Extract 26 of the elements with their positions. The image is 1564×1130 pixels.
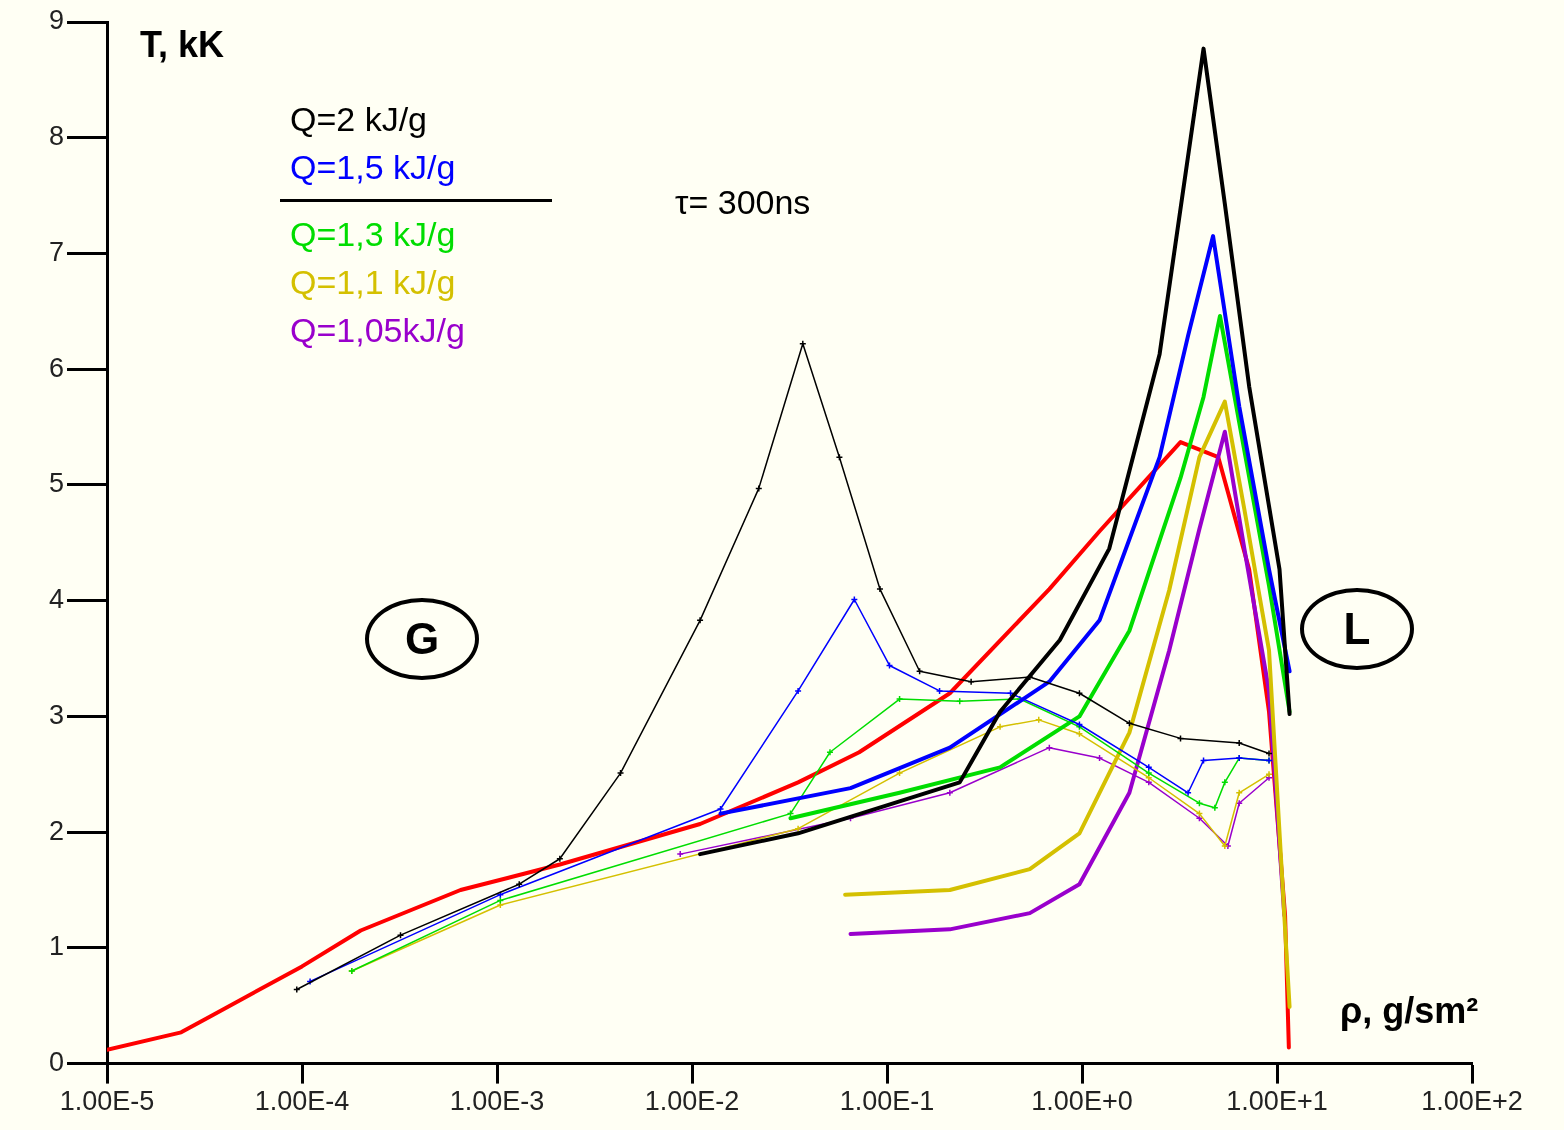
y-tick-label: 1	[48, 931, 65, 962]
x-tick-label: 1.00E+1	[1226, 1086, 1328, 1117]
y-axis-title: T, kK	[140, 24, 225, 66]
x-tick-label: 1.00E-1	[839, 1086, 935, 1117]
text: Q=1,5 kJ/g	[290, 147, 457, 188]
y-tick-label: 5	[48, 468, 65, 499]
x-tick-label: 1.00E-3	[449, 1086, 545, 1117]
y-tick-label: 4	[48, 584, 65, 615]
annotation: τ= 300ns	[675, 183, 811, 222]
y-tick-label: 2	[48, 815, 65, 846]
y-tick-label: 8	[48, 121, 65, 152]
y-tick-label: 9	[48, 5, 65, 36]
text: Q=2 kJ/g	[290, 99, 428, 140]
x-tick-label: 1.00E-4	[254, 1086, 350, 1117]
text: Q=1,05kJ/g	[290, 310, 466, 351]
x-tick-label: 1.00E-2	[644, 1086, 740, 1117]
text: Q=1,3 kJ/g	[290, 214, 457, 255]
y-tick-label: 6	[48, 352, 65, 383]
text: Q=1,1 kJ/g	[290, 262, 457, 303]
x-tick-label: 1.00E+0	[1031, 1086, 1133, 1117]
x-tick-label: 1.00E-5	[59, 1086, 155, 1117]
y-tick-label: 3	[48, 699, 65, 730]
y-tick-label: 0	[48, 1047, 65, 1078]
x-tick-label: 1.00E+2	[1421, 1086, 1523, 1117]
x-axis-title: ρ, g/sm²	[1340, 990, 1479, 1032]
y-tick-label: 7	[48, 236, 65, 267]
